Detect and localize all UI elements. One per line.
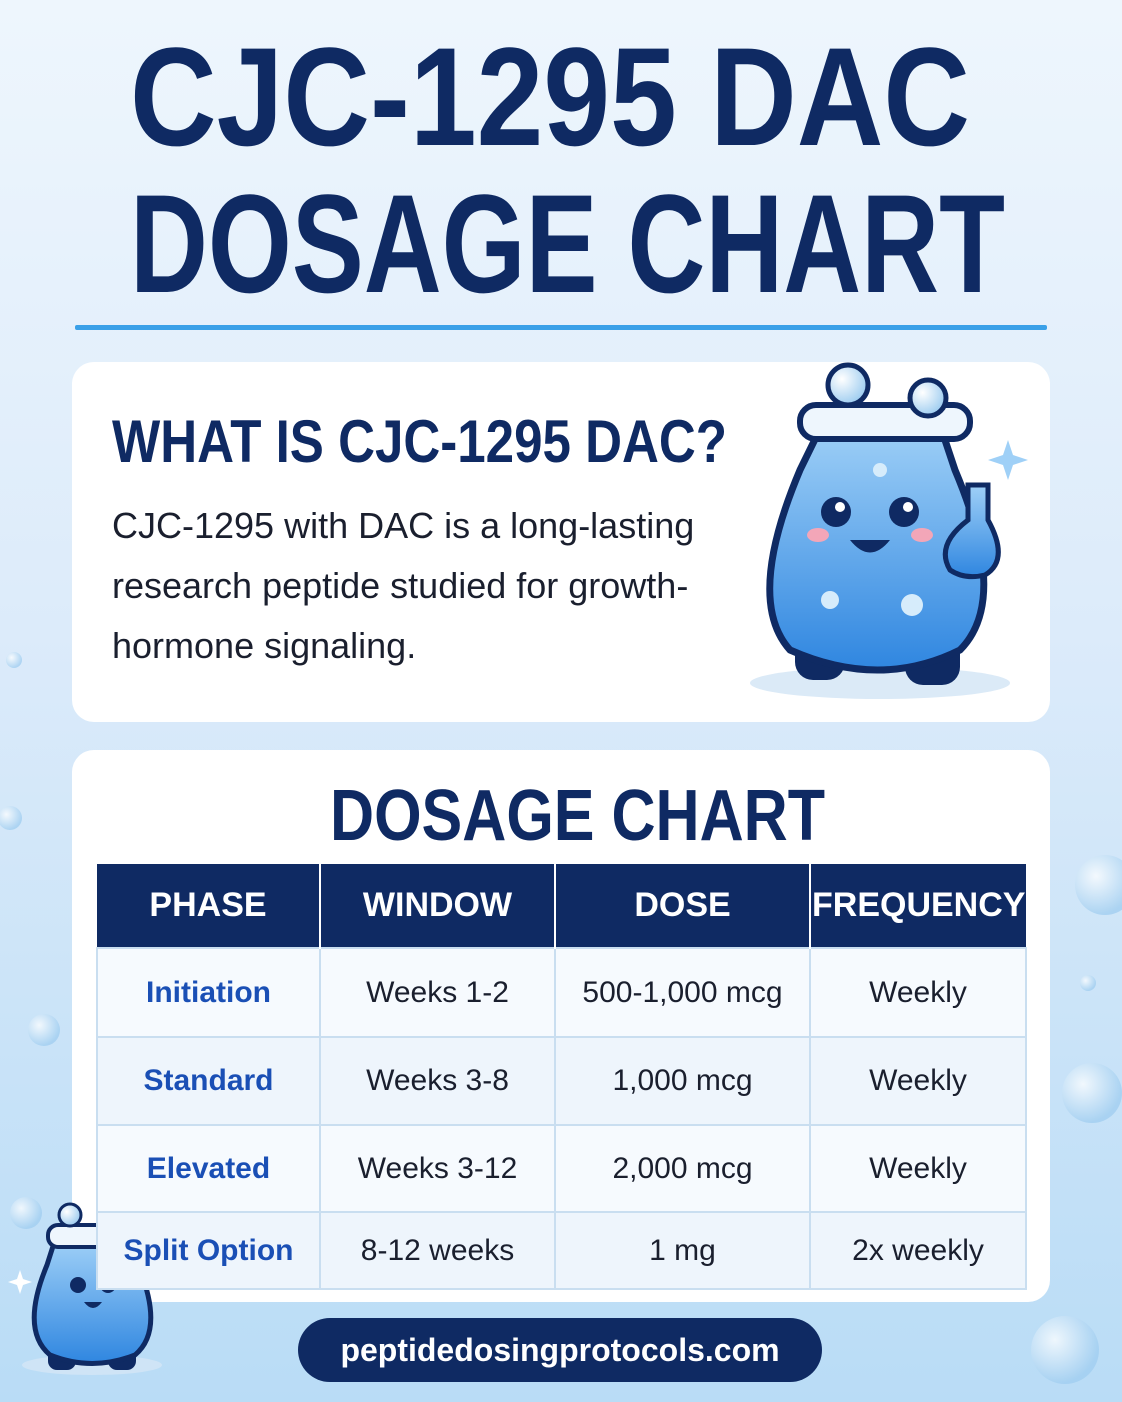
bubbles bbox=[0, 652, 1122, 1384]
mascot bbox=[750, 362, 1028, 699]
header-row: PHASE WINDOW DOSE FREQUENCY bbox=[97, 864, 1026, 948]
column-header: FREQUENCY bbox=[810, 864, 1026, 948]
intro-heading: WHAT IS CJC-1295 DAC? bbox=[112, 408, 727, 475]
table-cell: Weeks 3-8 bbox=[319, 1036, 556, 1126]
title-line: DOSAGE CHART bbox=[130, 165, 1005, 322]
column-header: DOSE bbox=[555, 864, 811, 948]
table-cell: Weekly bbox=[809, 1036, 1027, 1126]
table-cell: 2x weekly bbox=[809, 1211, 1027, 1290]
table-cell: 1 mg bbox=[554, 1211, 811, 1290]
table-row: Split Option 8-12 weeks 1 mg 2x weekly bbox=[96, 1211, 1027, 1290]
footer-url: peptidedosingprotocols.com bbox=[298, 1318, 822, 1382]
phase-cell: Elevated bbox=[96, 1124, 321, 1213]
table-row: Elevated Weeks 3-12 2,000 mcg Weekly bbox=[96, 1124, 1027, 1213]
table-cell: Weekly bbox=[809, 947, 1027, 1038]
table-cell: Weeks 1-2 bbox=[319, 947, 556, 1038]
column-header: WINDOW bbox=[320, 864, 556, 948]
table-cell: Weeks 3-12 bbox=[319, 1124, 556, 1213]
divider bbox=[75, 325, 1047, 330]
table-cell: Weekly bbox=[809, 1124, 1027, 1213]
phase-cell: Standard bbox=[96, 1036, 321, 1126]
column-header: PHASE bbox=[97, 864, 321, 948]
dosage-heading: DOSAGE CHART bbox=[330, 776, 825, 856]
title-line: CJC-1295 DAC bbox=[130, 18, 970, 175]
table-row: Standard Weeks 3-8 1,000 mcg Weekly bbox=[96, 1036, 1027, 1126]
dosage-table: PHASE WINDOW DOSE FREQUENCY Initiation We… bbox=[96, 864, 1027, 1290]
intro-text: CJC-1295 with DAC is a long-lasting rese… bbox=[112, 505, 695, 666]
table-cell: 8-12 weeks bbox=[319, 1211, 556, 1290]
table-cell: 500-1,000 mcg bbox=[554, 947, 811, 1038]
table-row: Initiation Weeks 1-2 500-1,000 mcg Weekly bbox=[96, 947, 1027, 1038]
table-cell: 2,000 mcg bbox=[554, 1124, 811, 1213]
phase-cell: Split Option bbox=[96, 1211, 321, 1290]
phase-cell: Initiation bbox=[96, 947, 321, 1038]
table-cell: 1,000 mcg bbox=[554, 1036, 811, 1126]
